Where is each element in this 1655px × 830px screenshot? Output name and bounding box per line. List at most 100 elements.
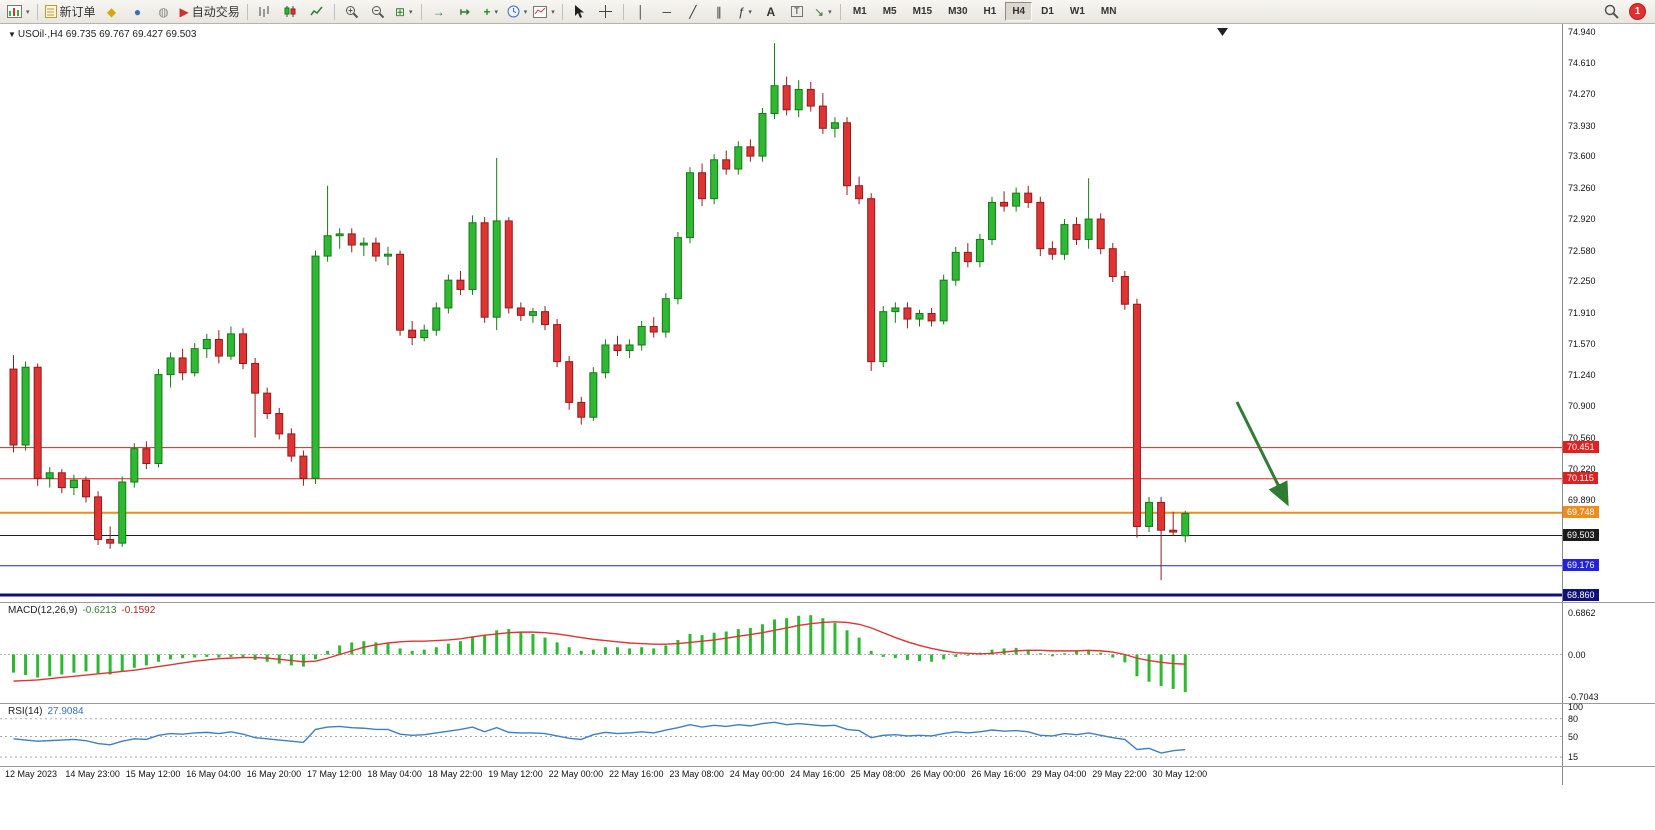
chevron-down-icon: ▾ <box>748 8 752 16</box>
price-axis-label: 72.250 <box>1568 276 1596 287</box>
price-level-badge: 69.503 <box>1563 528 1599 541</box>
time-axis-label: 25 May 08:00 <box>850 769 906 779</box>
chart-shift-button[interactable]: ↦ <box>452 2 478 22</box>
symbol-dropdown-icon[interactable]: ▼ <box>8 30 16 39</box>
candle <box>855 185 864 200</box>
line-chart-mode-button[interactable] <box>304 2 330 22</box>
time-axis-label: 22 May 00:00 <box>548 769 604 779</box>
text-label-tool-button[interactable]: T <box>784 2 810 22</box>
candle <box>263 392 272 415</box>
macd-main-value: -0.6213 <box>82 605 117 616</box>
toolbar-separator <box>246 3 248 20</box>
candle <box>951 251 960 281</box>
candle <box>287 433 296 457</box>
text-tool-button[interactable]: A <box>758 2 784 22</box>
chevron-down-icon: ▾ <box>409 8 413 16</box>
auto-scroll-icon: → <box>432 4 445 19</box>
candle <box>1120 275 1129 305</box>
tile-windows-icon: ⊞ <box>394 4 406 19</box>
horizontal-line-tool-button[interactable]: ─ <box>654 2 680 22</box>
indicators-plus-icon: + <box>483 4 491 19</box>
timeframe-h4-button[interactable]: H4 <box>1005 2 1033 21</box>
price-axis-label: 70.900 <box>1568 401 1596 412</box>
time-axis-label: 12 May 2023 <box>5 769 58 779</box>
templates-button[interactable]: ▾ <box>530 2 558 22</box>
time-axis-label: 18 May 04:00 <box>367 769 422 779</box>
candle <box>1181 513 1190 537</box>
price-axis-label: 72.580 <box>1568 245 1596 256</box>
price-axis-label: 71.240 <box>1568 369 1596 380</box>
candle <box>335 233 344 237</box>
rsi-panel-divider[interactable] <box>0 703 1655 704</box>
arrows-tool-button[interactable]: ↘ ▾ <box>810 2 836 22</box>
timeframe-m1-button[interactable]: M1 <box>852 6 867 17</box>
terminal-button[interactable]: ◍ <box>151 2 177 22</box>
candle <box>541 311 550 326</box>
channel-tool-button[interactable]: ∥ <box>706 2 732 22</box>
timeframe-m30-button[interactable]: M30 <box>948 6 968 17</box>
candle <box>577 401 586 418</box>
candle <box>818 105 827 129</box>
indicators-button[interactable]: + ▾ <box>478 2 504 22</box>
cursor-tool-button[interactable] <box>567 2 593 22</box>
time-axis-label: 24 May 00:00 <box>729 769 785 779</box>
candle <box>299 455 308 479</box>
chevron-down-icon: ▾ <box>523 8 528 16</box>
bar-chart-mode-button[interactable] <box>252 2 278 22</box>
notification-badge[interactable]: 1 <box>1630 4 1645 19</box>
timeframe-mn-button[interactable]: MN <box>1100 6 1117 17</box>
fibonacci-tool-button[interactable]: ƒ ▾ <box>732 2 758 22</box>
periods-button[interactable]: ▾ <box>504 2 531 22</box>
macd-panel-divider[interactable] <box>0 602 1655 603</box>
market-watch-button[interactable]: ◆ <box>99 2 125 22</box>
navigator-button[interactable]: ● <box>125 2 151 22</box>
timeframe-m15-button[interactable]: M15 <box>912 6 933 17</box>
price-axis-label: 73.600 <box>1568 151 1596 162</box>
autotrade-label: 自动交易 <box>191 5 240 19</box>
time-axis-label: 26 May 16:00 <box>971 769 1026 779</box>
timeframe-w1-button[interactable]: W1 <box>1069 6 1085 17</box>
crosshair-tool-button[interactable] <box>593 2 619 22</box>
candle <box>456 279 465 290</box>
candle <box>867 198 876 363</box>
chevron-down-icon: ▾ <box>494 8 499 16</box>
candle <box>21 366 30 446</box>
candle <box>589 372 598 418</box>
chart-symbol-label[interactable]: ▼ USOil·,H4 69.735 69.767 69.427 69.503 <box>8 29 196 40</box>
search-button[interactable] <box>1598 2 1624 22</box>
autotrade-button[interactable]: ▶ 自动交易 <box>177 2 243 22</box>
candle <box>81 479 90 498</box>
candle <box>239 333 248 365</box>
candlestick-mode-button[interactable] <box>278 2 304 22</box>
vertical-line-tool-button[interactable]: │ <box>628 2 654 22</box>
auto-scroll-button[interactable]: → <box>426 2 452 22</box>
zoom-in-button[interactable] <box>339 2 365 22</box>
new-chart-button[interactable]: ▾ <box>4 2 33 22</box>
time-axis-label: 30 May 12:00 <box>1152 769 1208 779</box>
candle <box>492 220 501 318</box>
timeframe-m5-button[interactable]: M5 <box>882 6 897 17</box>
timeframe-d1-button[interactable]: D1 <box>1041 6 1054 17</box>
tile-windows-button[interactable]: ⊞ ▾ <box>391 2 417 22</box>
zoom-out-button[interactable] <box>365 2 391 22</box>
zoom-out-icon <box>371 5 384 18</box>
trendline-tool-button[interactable]: ╱ <box>680 2 706 22</box>
candle <box>69 479 78 489</box>
candle <box>975 238 984 263</box>
candle <box>516 307 525 316</box>
candle <box>830 122 839 129</box>
candle <box>94 496 103 540</box>
annotation-arrow <box>1235 401 1289 507</box>
rsi-axis-label: 15 <box>1568 752 1579 763</box>
vertical-line-icon: │ <box>637 4 645 19</box>
candle <box>480 222 489 318</box>
price-axis-label: 70.220 <box>1568 464 1596 475</box>
timeframe-h1-button[interactable]: H1 <box>983 6 997 17</box>
symbol-ohlc-text: USOil·,H4 69.735 69.767 69.427 69.503 <box>17 29 197 40</box>
candle <box>794 88 803 111</box>
candle <box>1036 201 1045 250</box>
candle <box>420 329 429 339</box>
new-order-button[interactable]: 新订单 <box>42 2 99 22</box>
macd-signal-value: -0.1592 <box>121 605 156 616</box>
